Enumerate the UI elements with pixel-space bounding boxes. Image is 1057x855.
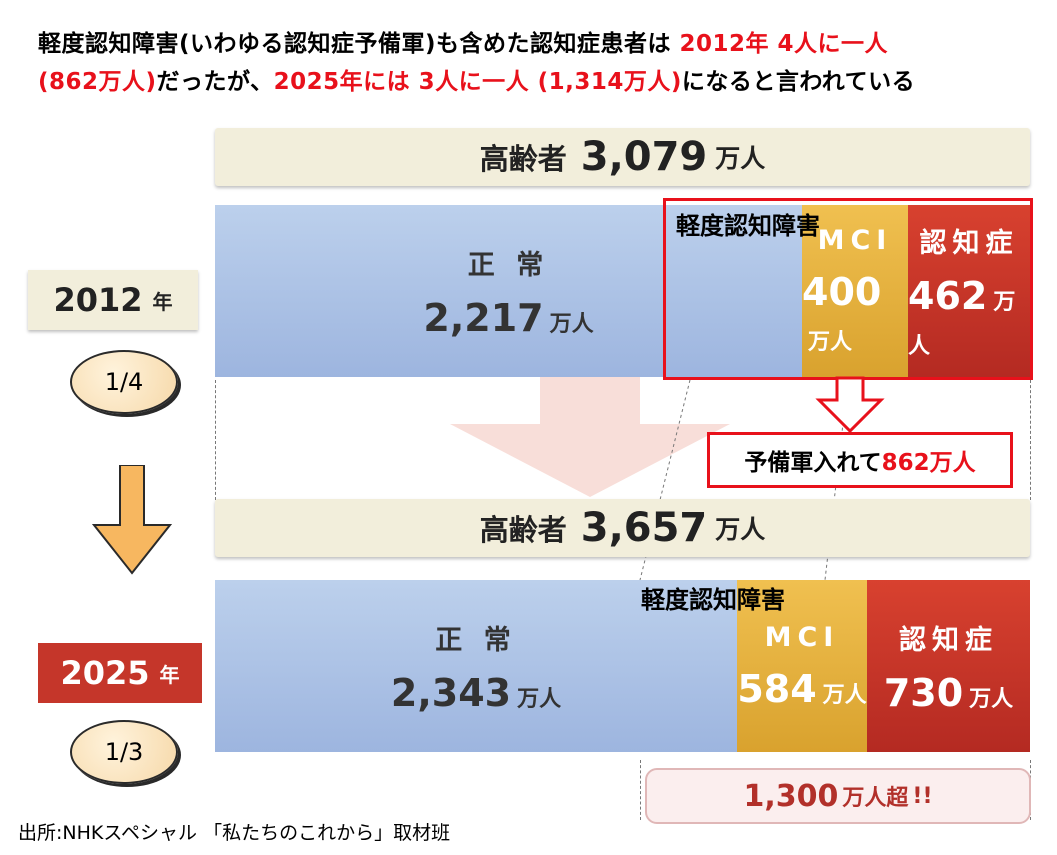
stacked-bar-2012: 正 常 2,217 万人 MCI 400万人 認知症 462 万人: [215, 205, 1030, 377]
unit-label: 万人: [908, 289, 1016, 359]
unit-label: 万人: [808, 329, 853, 355]
segment-normal-2025: 正 常 2,343 万人: [215, 580, 737, 752]
elderly-total-value: 3,657: [580, 505, 708, 551]
mci-caption-2012: 軽度認知障害: [676, 212, 820, 240]
fraction-badge-2025: 1/3: [70, 720, 178, 784]
total-note-value: 1,300: [743, 778, 839, 814]
fraction-value: 1/3: [104, 738, 144, 766]
fraction-badge-2012: 1/4: [70, 350, 178, 414]
guide-line: [215, 380, 216, 500]
headline-text: になると言われている: [681, 69, 916, 95]
elderly-total-band-2012: 高齢者 3,079 万人: [215, 128, 1030, 186]
headline-text: だったが、: [156, 69, 274, 95]
callout-text: 予備軍入れて: [744, 450, 882, 476]
year-label-2025: 2025 年: [38, 643, 202, 703]
guide-line: [1030, 380, 1031, 500]
segment-dementia-2012: 認知症 462 万人: [908, 205, 1030, 377]
segment-title: MCI: [764, 621, 840, 653]
elderly-total-value: 3,079: [580, 134, 708, 180]
segment-value-label: 462 万人: [908, 273, 1016, 359]
down-arrow-icon: [815, 376, 885, 434]
total-note-unit: 万人超: [842, 786, 909, 811]
elderly-total-band-2025: 高齢者 3,657 万人: [215, 499, 1030, 557]
headline-line-1: 軽度認知障害(いわゆる認知症予備軍)も含めた認知症患者は 2012年 4人に一人: [38, 24, 1038, 58]
segment-title: 正 常: [467, 249, 550, 281]
segment-mci-2025: MCI 584 万人: [737, 580, 867, 752]
segment-mci-2012: MCI 400万人: [802, 205, 908, 377]
segment-value-label: 730 万人: [883, 670, 1014, 715]
segment-title: 認知症: [899, 624, 998, 656]
year-transition-arrow-icon: [92, 465, 172, 575]
segment-value-label: 584 万人: [737, 666, 867, 711]
year-value: 2025: [60, 654, 150, 692]
unit-label: 万人: [715, 515, 766, 544]
headline-text: 軽度認知障害(いわゆる認知症予備軍)も含めた認知症患者は: [38, 31, 680, 57]
segment-value-label: 2,343 万人: [390, 670, 562, 715]
segment-value-label: 400万人: [802, 269, 882, 355]
mci-caption-2025: 軽度認知障害: [641, 586, 785, 614]
headline-highlight: 2025年には 3人に一人 (1,314万人): [273, 69, 682, 95]
segment-value-label: 2,217 万人: [423, 295, 594, 340]
total-note-badge: 1,300 万人超!!: [645, 768, 1031, 824]
guide-line: [640, 760, 641, 820]
elderly-label: 高齢者: [479, 513, 567, 547]
fraction-value: 1/4: [104, 368, 144, 396]
callout-box: 予備軍入れて 862万人: [707, 432, 1013, 488]
source-caption: 出所:NHKスペシャル 「私たちのこれから」取材班: [18, 822, 451, 844]
transition-arrow-graphic: [450, 372, 730, 497]
year-suffix: 年: [159, 662, 180, 687]
segment-normal-2012: 正 常 2,217 万人: [215, 205, 802, 377]
segment-dementia-2025: 認知症 730 万人: [867, 580, 1030, 752]
segment-title: MCI: [817, 224, 893, 256]
elderly-label: 高齢者: [479, 142, 567, 176]
unit-label: 万人: [969, 686, 1014, 712]
unit-label: 万人: [822, 682, 867, 708]
headline-line-2: (862万人)だったが、2025年には 3人に一人 (1,314万人)になると言…: [38, 62, 1038, 96]
stacked-bar-2025: 正 常 2,343 万人 MCI 584 万人 認知症 730 万人: [215, 580, 1030, 752]
headline-highlight: 2012年 4人に一人: [679, 31, 889, 57]
year-value: 2012: [53, 281, 143, 319]
unit-label: 万人: [517, 686, 562, 712]
unit-label: 万人: [715, 144, 766, 173]
total-note-suffix: !!: [912, 783, 933, 809]
callout-value: 862万人: [881, 450, 976, 476]
segment-title: 正 常: [435, 624, 517, 656]
year-label-2012: 2012 年: [28, 270, 198, 330]
headline-highlight: (862万人): [38, 69, 157, 95]
unit-label: 万人: [549, 311, 594, 337]
year-suffix: 年: [152, 289, 173, 314]
segment-title: 認知症: [919, 227, 1019, 259]
